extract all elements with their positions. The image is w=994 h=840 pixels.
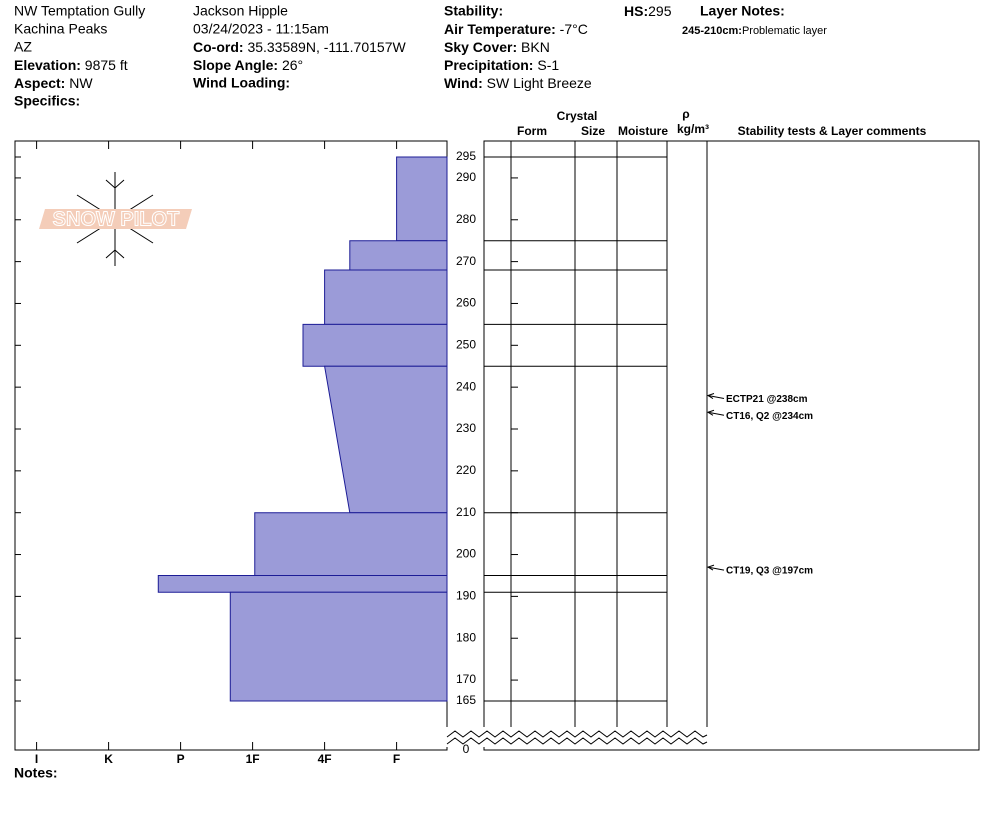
site: NW Temptation Gully <box>14 3 145 19</box>
test-arrow <box>707 566 725 571</box>
field-label: Aspect: <box>14 75 65 91</box>
note-range: 245-210cm: <box>682 25 742 37</box>
y-tick-label: 190 <box>456 589 476 603</box>
y-tick-label: 200 <box>456 547 476 561</box>
hardness-layer <box>349 240 448 271</box>
field-value: -7°C <box>560 21 588 37</box>
snowflake <box>105 179 125 189</box>
table-columns <box>510 141 708 737</box>
x-tick-label: F <box>393 752 400 766</box>
test-label: CT19, Q3 @197cm <box>726 566 813 577</box>
hardness-layer <box>229 591 448 702</box>
range: Kachina Peaks <box>14 21 107 37</box>
x-tick-label: 1F <box>246 752 260 766</box>
field-label: HS: <box>624 3 648 19</box>
field-value: 295 <box>648 3 672 19</box>
datetime: 03/24/2023 - 11:15am <box>193 21 329 37</box>
field-value: BKN <box>521 39 550 55</box>
hardness-layer <box>254 512 448 576</box>
axis-break <box>446 727 708 747</box>
precip: Precipitation: S-1 <box>444 57 559 73</box>
field-value: 9875 ft <box>85 57 128 73</box>
field-value: S-1 <box>537 57 559 73</box>
col-header: Moisture <box>618 124 668 138</box>
test-arrowhead <box>706 409 715 416</box>
y-tick-label: 210 <box>456 505 476 519</box>
test-label: CT16, Q2 @234cm <box>726 411 813 422</box>
test-arrow <box>707 411 725 416</box>
state: AZ <box>14 39 32 55</box>
break-line <box>446 737 708 745</box>
y-tick-label: 270 <box>456 254 476 268</box>
slope: Slope Angle: 26° <box>193 57 303 73</box>
snowflake <box>105 249 125 259</box>
wind: Wind: SW Light Breeze <box>444 75 592 91</box>
test-arrowhead <box>706 564 715 571</box>
field-label: Elevation: <box>14 57 81 73</box>
field-value: 35.33589N, -111.70157W <box>247 39 406 55</box>
col-header: Stability tests & Layer comments <box>738 124 927 138</box>
y-tick-label: 0 <box>463 742 470 756</box>
y-tick-label: 220 <box>456 463 476 477</box>
logo-text: SNOW PILOT <box>53 208 180 230</box>
y-tick-label: 250 <box>456 337 476 351</box>
hardness-layer <box>396 156 448 242</box>
y-tick-label: 165 <box>456 693 476 707</box>
stability: Stability: <box>444 3 503 19</box>
col-header: Form <box>517 124 547 138</box>
logo: SNOW PILOT <box>39 172 192 266</box>
specifics: Specifics: <box>14 93 80 109</box>
elevation: Elevation: 9875 ft <box>14 57 128 73</box>
x-tick-label: K <box>104 752 113 766</box>
field-label: Precipitation: <box>444 57 533 73</box>
hardness-layer <box>302 323 448 367</box>
y-tick-label: 170 <box>456 672 476 686</box>
col-header: kg/m³ <box>677 122 709 136</box>
y-tick-label: 280 <box>456 212 476 226</box>
test-arrow <box>707 395 725 400</box>
hs: HS:295 <box>624 3 672 19</box>
y-tick-label: 260 <box>456 296 476 310</box>
air-temp: Air Temperature: -7°C <box>444 21 588 37</box>
field-label: Air Temperature: <box>444 21 556 37</box>
y-tick-label: 290 <box>456 170 476 184</box>
notes: Notes: <box>14 765 58 781</box>
layer-notes-label: Layer Notes: <box>700 3 785 19</box>
x-tick-label: P <box>177 752 185 766</box>
test-arrowhead <box>706 393 715 399</box>
y-tick-label: 180 <box>456 630 476 644</box>
x-tick-label: I <box>35 752 38 766</box>
field-value: NW <box>69 75 93 91</box>
field-value: 26° <box>282 57 303 73</box>
sky: Sky Cover: BKN <box>444 39 550 55</box>
field-label: Slope Angle: <box>193 57 278 73</box>
hardness-layer <box>324 269 448 325</box>
y-tick-label: 295 <box>456 149 476 163</box>
hardness-layer <box>324 365 448 514</box>
col-header: Crystal <box>557 109 598 123</box>
wind-loading: Wind Loading: <box>193 75 290 91</box>
logo-band <box>39 209 192 229</box>
y-tick-label: 230 <box>456 421 476 435</box>
col-header: ρ <box>682 107 689 121</box>
field-label: Co-ord: <box>193 39 244 55</box>
field-value: SW Light Breeze <box>487 75 592 91</box>
field-label: Sky Cover: <box>444 39 517 55</box>
break-mask <box>446 727 708 747</box>
coord: Co-ord: 35.33589N, -111.70157W <box>193 39 406 55</box>
hardness-layer <box>157 574 448 593</box>
test-label: ECTP21 @238cm <box>726 394 808 405</box>
aspect: Aspect: NW <box>14 75 93 91</box>
x-tick-label: 4F <box>318 752 332 766</box>
col-header: Size <box>581 124 605 138</box>
note-text: Problematic layer <box>742 25 827 37</box>
layer-note: 245-210cm:Problematic layer <box>682 25 827 37</box>
observer: Jackson Hipple <box>193 3 288 19</box>
y-tick-label: 240 <box>456 379 476 393</box>
table-frame <box>483 140 980 751</box>
break-line <box>446 730 708 738</box>
field-label: Wind: <box>444 75 483 91</box>
